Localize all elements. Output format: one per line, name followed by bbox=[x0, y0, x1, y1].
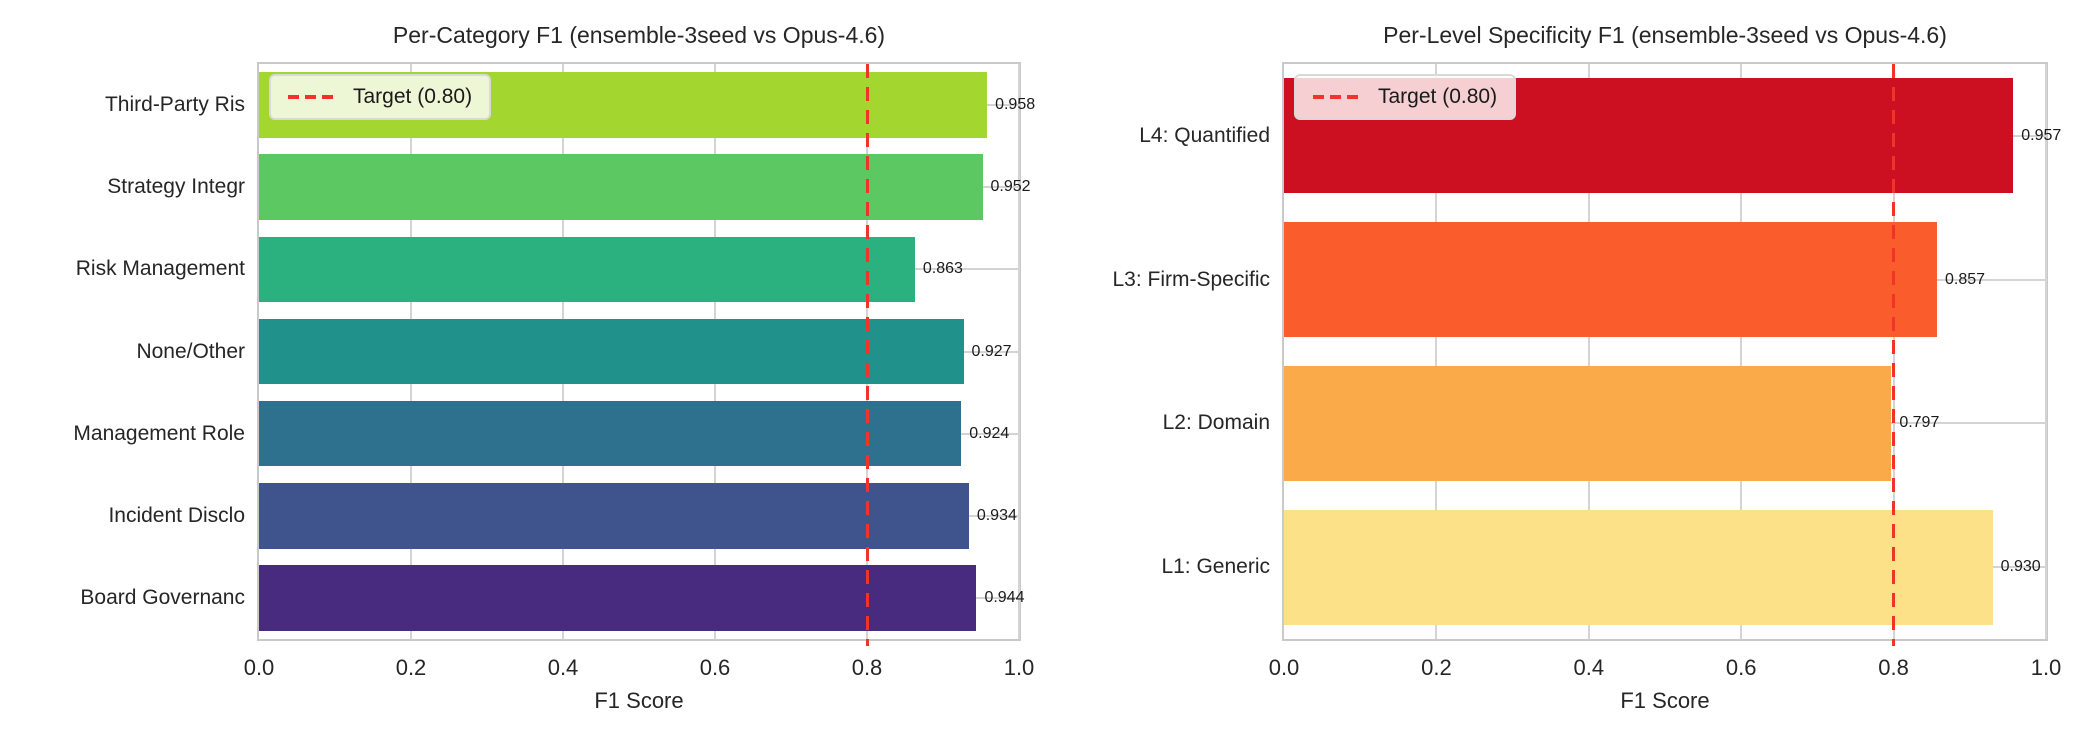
target-legend-label: Target (0.80) bbox=[1378, 85, 1498, 108]
per-level-specificity-f1-plot: 0.957 L4: Quantified 0.857 L3: Firm-Specifi… bbox=[1112, 62, 2061, 680]
bar-value-label: 0.924 bbox=[969, 424, 1010, 442]
per-level-chart-title: Per-Level Specificity F1 (ensemble-3seed… bbox=[1383, 22, 1947, 48]
category-label: Board Governanc bbox=[80, 585, 245, 609]
category-label: Management Role bbox=[73, 421, 245, 445]
x-tick-label: 0.2 bbox=[395, 655, 427, 680]
target-legend: Target (0.80) bbox=[269, 74, 492, 120]
bar-value-label: 0.934 bbox=[976, 506, 1017, 524]
dashed-line-icon bbox=[288, 95, 338, 99]
bar-value-label: 0.957 bbox=[2021, 126, 2062, 144]
x-tick-label: 0.0 bbox=[243, 655, 275, 680]
bar-none-other bbox=[259, 318, 964, 385]
x-tick-label: 0.6 bbox=[699, 655, 731, 680]
category-label: L4: Quantified bbox=[1139, 123, 1270, 147]
bar-risk-management bbox=[259, 236, 915, 303]
category-label: Risk Management bbox=[75, 257, 245, 281]
gridline-v bbox=[1435, 64, 1438, 639]
bar-l2-domain bbox=[1284, 365, 1892, 481]
category-label: L3: Firm-Specific bbox=[1112, 267, 1270, 291]
category-label: Incident Disclo bbox=[108, 503, 245, 527]
target-threshold-line bbox=[865, 64, 869, 646]
x-tick-label: 0.0 bbox=[1268, 655, 1300, 680]
category-label: L1: Generic bbox=[1161, 555, 1270, 579]
dashed-line-icon bbox=[1313, 95, 1363, 99]
bar-value-label: 0.952 bbox=[990, 178, 1031, 196]
category-label: Third-Party Ris bbox=[104, 93, 245, 117]
category-label: L2: Domain bbox=[1162, 411, 1270, 435]
bar-value-label: 0.927 bbox=[971, 342, 1012, 360]
x-tick-label: 1.0 bbox=[1003, 655, 1035, 680]
gridline-v bbox=[2045, 64, 2047, 639]
bar-board-governanc bbox=[259, 565, 977, 631]
target-threshold-line bbox=[1892, 64, 1896, 646]
x-tick-label: 1.0 bbox=[2030, 655, 2062, 680]
bar-value-label: 0.944 bbox=[984, 588, 1025, 606]
x-axis-label: F1 Score bbox=[1620, 688, 1710, 713]
per-category-f1-plot: 0.958 Third-Party Ris 0.952 Strategy Integr… bbox=[73, 62, 1035, 680]
gridline-v bbox=[1018, 64, 1020, 639]
bar-strategy-integr bbox=[259, 154, 983, 221]
gridline-v bbox=[1587, 64, 1590, 639]
x-tick-label: 0.2 bbox=[1421, 655, 1452, 680]
target-legend-label: Target (0.80) bbox=[353, 85, 473, 108]
x-tick-label: 0.8 bbox=[851, 655, 883, 680]
per-category-chart-title: Per-Category F1 (ensemble-3seed vs Opus-… bbox=[392, 22, 886, 48]
x-tick-label: 0.8 bbox=[1878, 655, 1909, 680]
bar-l3-firm-specific bbox=[1284, 222, 1938, 338]
bar-value-label: 0.857 bbox=[1945, 270, 1986, 288]
bar-value-label: 0.958 bbox=[995, 96, 1036, 114]
bar-management-role bbox=[259, 400, 962, 467]
x-tick-label: 0.4 bbox=[1573, 655, 1605, 680]
bar-incident-disclo bbox=[259, 482, 969, 549]
x-axis-label: F1 Score bbox=[594, 688, 684, 713]
target-legend: Target (0.80) bbox=[1294, 74, 1517, 120]
x-tick-label: 0.6 bbox=[1725, 655, 1757, 680]
bar-value-label: 0.863 bbox=[922, 260, 963, 278]
category-label: None/Other bbox=[136, 339, 245, 363]
x-tick-label: 0.4 bbox=[547, 655, 579, 680]
gridline-v bbox=[1740, 64, 1743, 639]
bar-value-label: 0.797 bbox=[1899, 414, 1940, 432]
bar-value-label: 0.930 bbox=[2000, 558, 2041, 576]
category-label: Strategy Integr bbox=[107, 175, 245, 199]
bar-l1-generic bbox=[1284, 509, 1993, 625]
